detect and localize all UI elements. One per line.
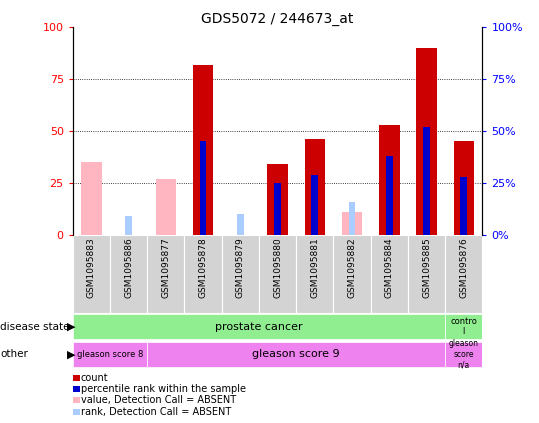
Bar [110,235,147,313]
Text: contro
l: contro l [451,317,477,336]
Bar [237,214,244,235]
Bar [416,48,437,235]
Text: gleason score 9: gleason score 9 [252,349,340,359]
Bar [386,156,392,235]
Text: GSM1095884: GSM1095884 [385,237,394,298]
Bar [259,235,296,313]
Text: count: count [80,373,108,383]
Bar [334,235,371,313]
Bar [349,202,355,235]
Title: GDS5072 / 244673_at: GDS5072 / 244673_at [202,12,354,27]
Bar [312,175,318,235]
Bar [453,141,474,235]
Bar [222,235,259,313]
Bar [156,179,176,235]
Text: value, Detection Call = ABSENT: value, Detection Call = ABSENT [80,396,236,405]
Bar [445,235,482,313]
Text: GSM1095880: GSM1095880 [273,237,282,298]
Text: GSM1095883: GSM1095883 [87,237,96,298]
Bar [371,235,408,313]
Bar [460,177,467,235]
Text: prostate cancer: prostate cancer [215,322,303,332]
Text: GSM1095882: GSM1095882 [348,237,357,298]
Bar [423,127,430,235]
Text: GSM1095878: GSM1095878 [198,237,208,298]
Text: GSM1095876: GSM1095876 [459,237,468,298]
Bar [267,164,288,235]
Bar [274,183,281,235]
Text: gleason
score
n/a: gleason score n/a [449,339,479,369]
Text: disease state: disease state [0,322,70,332]
Bar [73,235,110,313]
Text: GSM1095886: GSM1095886 [124,237,133,298]
Bar [296,235,334,313]
Text: GSM1095885: GSM1095885 [422,237,431,298]
Bar [445,314,482,339]
Text: gleason score 8: gleason score 8 [77,350,143,359]
Bar [342,212,362,235]
Bar [81,162,102,235]
Bar [184,235,222,313]
Text: GSM1095877: GSM1095877 [161,237,170,298]
Bar [200,141,206,235]
Bar [193,65,213,235]
Bar [147,235,184,313]
Bar [379,125,399,235]
Text: ▶: ▶ [67,322,76,332]
Text: ▶: ▶ [67,349,76,359]
Bar [73,342,147,367]
Bar [408,235,445,313]
Text: percentile rank within the sample: percentile rank within the sample [80,384,246,394]
Bar [305,140,325,235]
Text: rank, Detection Call = ABSENT: rank, Detection Call = ABSENT [80,407,231,417]
Bar [125,216,132,235]
Bar [147,342,445,367]
Bar [445,342,482,367]
Text: GSM1095879: GSM1095879 [236,237,245,298]
Text: GSM1095881: GSM1095881 [310,237,319,298]
Text: other: other [0,349,28,359]
